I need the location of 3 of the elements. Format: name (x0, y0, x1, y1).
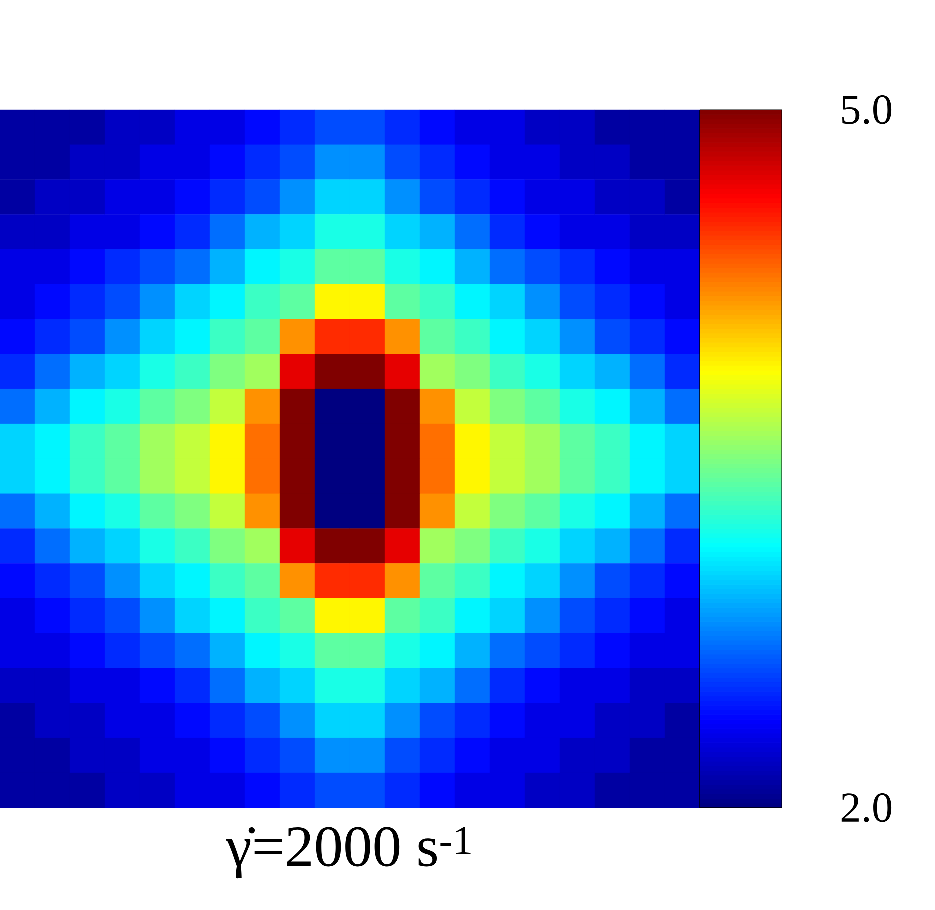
x-axis-title: γ̇=2000 s$^{-1}$ (226, 827, 471, 879)
color-bar-label: 2.0 (842, 794, 892, 822)
color-bar-label: 5.0 (842, 96, 892, 124)
